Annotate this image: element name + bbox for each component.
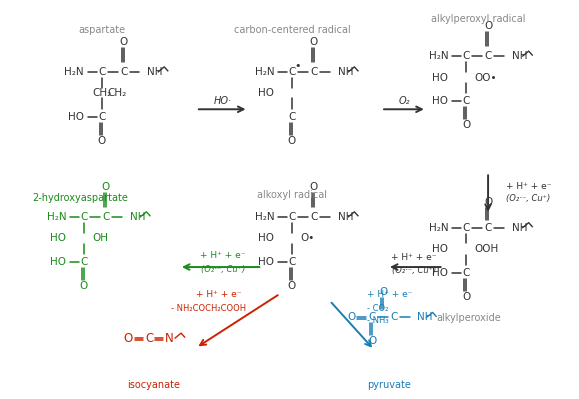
Text: alkylperoxyl radical: alkylperoxyl radical — [431, 14, 525, 24]
Text: C: C — [310, 212, 317, 222]
Text: HO: HO — [68, 112, 84, 122]
Text: 2-hydroxyaspartate: 2-hydroxyaspartate — [32, 193, 129, 203]
Text: alkoxyl radical: alkoxyl radical — [257, 190, 327, 200]
Text: HO: HO — [50, 233, 66, 243]
Text: H₂N: H₂N — [255, 212, 274, 222]
Text: H₂N: H₂N — [64, 67, 84, 77]
Text: O: O — [347, 312, 356, 322]
Text: H₂N: H₂N — [255, 67, 274, 77]
Text: NH: NH — [338, 67, 353, 77]
Text: C: C — [485, 223, 492, 233]
Text: (O₂·⁻, Cu⁺): (O₂·⁻, Cu⁺) — [391, 267, 436, 275]
Text: C: C — [485, 51, 492, 61]
Text: C: C — [98, 67, 105, 77]
Text: HO: HO — [258, 257, 274, 267]
Text: HO: HO — [433, 268, 449, 278]
Text: HO: HO — [433, 97, 449, 107]
Text: O: O — [288, 136, 296, 146]
Text: O: O — [98, 136, 106, 146]
Text: C: C — [463, 223, 470, 233]
Text: CH₂: CH₂ — [108, 89, 127, 99]
Text: HO: HO — [433, 244, 449, 254]
Text: HO: HO — [50, 257, 66, 267]
Text: C: C — [463, 97, 470, 107]
Text: HO·: HO· — [214, 97, 232, 107]
Text: O: O — [310, 182, 318, 192]
Text: carbon-centered radical: carbon-centered radical — [233, 26, 350, 36]
Text: C: C — [463, 268, 470, 278]
Text: O: O — [484, 197, 492, 207]
Text: C: C — [288, 67, 296, 77]
Text: C: C — [145, 332, 153, 345]
Text: O: O — [462, 120, 470, 130]
Text: H₂N: H₂N — [429, 51, 449, 61]
Text: NH: NH — [417, 312, 433, 322]
Text: H₂N: H₂N — [46, 212, 66, 222]
Text: H₂N: H₂N — [429, 223, 449, 233]
Text: NH: NH — [512, 223, 527, 233]
Text: - NH₂COCH₂COOH: - NH₂COCH₂COOH — [171, 304, 246, 313]
Text: (O₂·⁻, Cu⁺): (O₂·⁻, Cu⁺) — [200, 265, 245, 274]
Text: CH₂: CH₂ — [92, 89, 111, 99]
Text: O: O — [368, 336, 376, 346]
Text: NH: NH — [148, 67, 163, 77]
Text: O: O — [484, 22, 492, 32]
Text: aspartate: aspartate — [78, 26, 126, 36]
Text: O₂: O₂ — [398, 97, 409, 107]
Text: O: O — [123, 332, 132, 345]
Text: O•: O• — [300, 233, 314, 243]
Text: C: C — [98, 112, 105, 122]
Text: C: C — [310, 67, 317, 77]
Text: C: C — [102, 212, 109, 222]
Text: OOH: OOH — [474, 244, 499, 254]
Text: + H⁺ + e⁻: + H⁺ + e⁻ — [367, 290, 413, 299]
Text: C: C — [288, 112, 296, 122]
Text: C: C — [120, 67, 127, 77]
Text: alkylperoxide: alkylperoxide — [436, 313, 501, 323]
Text: C: C — [288, 212, 296, 222]
Text: NH: NH — [512, 51, 527, 61]
Text: O: O — [102, 182, 110, 192]
Text: HO: HO — [258, 233, 274, 243]
Text: N: N — [165, 332, 174, 345]
Text: O: O — [310, 37, 318, 47]
Text: (O₂·⁻, Cu⁺): (O₂·⁻, Cu⁺) — [506, 194, 550, 203]
Text: C: C — [80, 212, 87, 222]
Text: HO: HO — [433, 73, 449, 83]
Text: + H⁺ + e⁻: + H⁺ + e⁻ — [391, 253, 437, 262]
Text: O: O — [462, 292, 470, 302]
Text: NH: NH — [130, 212, 145, 222]
Text: - NH₃: - NH₃ — [367, 316, 389, 325]
Text: O: O — [119, 37, 128, 47]
Text: C: C — [390, 312, 398, 322]
Text: C: C — [463, 51, 470, 61]
Text: HO: HO — [258, 89, 274, 99]
Text: •: • — [295, 61, 301, 71]
Text: + H⁺ + e⁻: + H⁺ + e⁻ — [506, 182, 551, 191]
Text: O: O — [288, 281, 296, 291]
Text: - CO₂: - CO₂ — [367, 304, 389, 313]
Text: isocyanate: isocyanate — [127, 380, 180, 390]
Text: O: O — [379, 287, 387, 297]
Text: OO•: OO• — [474, 73, 497, 83]
Text: + H⁺ + e⁻: + H⁺ + e⁻ — [196, 290, 241, 299]
Text: OH: OH — [92, 233, 108, 243]
Text: NH: NH — [338, 212, 353, 222]
Text: C: C — [288, 257, 296, 267]
Text: C: C — [368, 312, 376, 322]
Text: O: O — [80, 281, 88, 291]
Text: pyruvate: pyruvate — [367, 380, 411, 390]
Text: + H⁺ + e⁻: + H⁺ + e⁻ — [200, 251, 245, 260]
Text: C: C — [80, 257, 87, 267]
